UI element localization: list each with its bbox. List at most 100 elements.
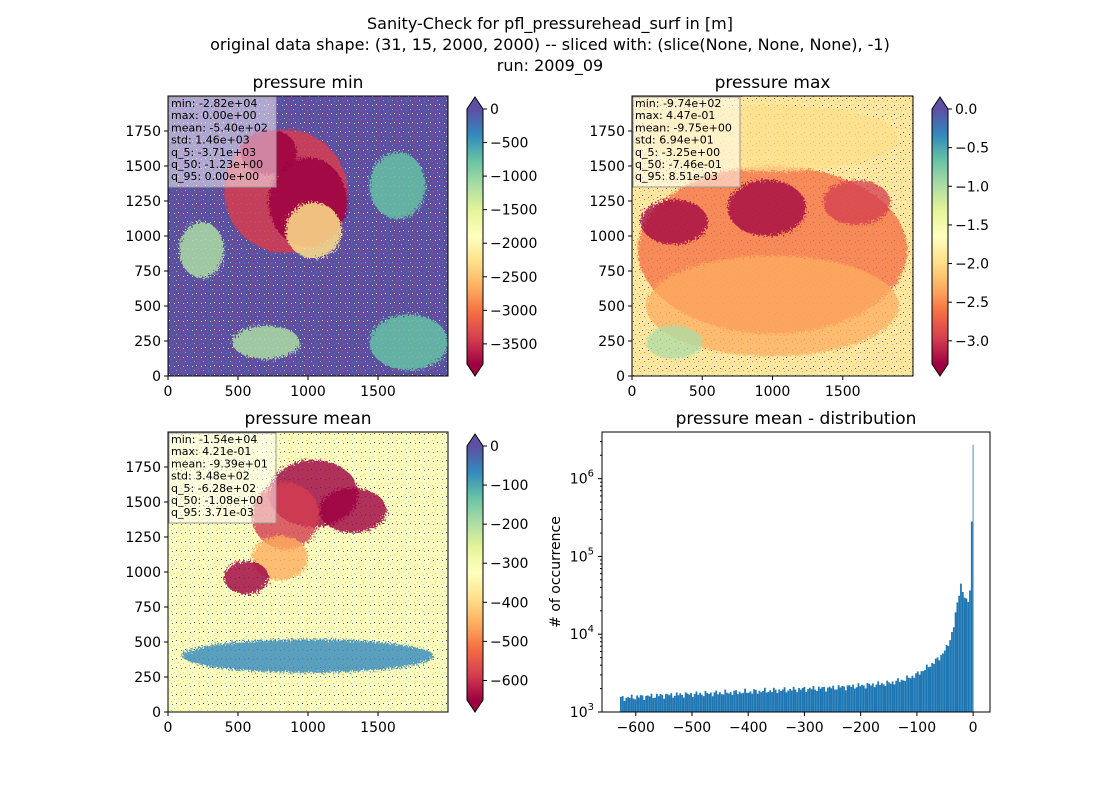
histogram-bar: [866, 683, 869, 712]
heatmap-cluster: [646, 255, 899, 357]
heatmap-cluster: [252, 535, 308, 581]
colorbar-tick-label: 0: [490, 102, 499, 118]
histogram-bar: [888, 682, 890, 712]
x-tick-label: 1000: [290, 720, 326, 736]
x-tick-label: 1500: [360, 720, 396, 736]
histogram-bar: [738, 691, 741, 712]
histogram-bar: [693, 694, 696, 712]
histogram-bar: [744, 688, 746, 712]
histogram-bar: [907, 677, 910, 712]
stats-box-background: [632, 96, 741, 188]
histogram-bar: [697, 694, 700, 712]
histogram-bar: [780, 690, 782, 712]
colorbar-tick-label: −2.5: [955, 295, 989, 311]
histogram-bar: [641, 695, 644, 712]
histogram-bar: [769, 690, 772, 712]
y-tick-label: 1750: [125, 124, 161, 140]
x-tick-label: 1500: [360, 384, 396, 400]
stats-line: q_5: -6.28e+02: [171, 482, 256, 495]
histogram-bar: [909, 678, 912, 712]
histogram-bar: [816, 691, 818, 712]
histogram-bar: [825, 691, 827, 712]
histogram-bar: [709, 692, 712, 712]
stats-line: q_5: -3.25e+00: [635, 146, 720, 159]
histogram-bar: [906, 675, 908, 712]
histogram-bar: [781, 689, 784, 712]
histogram-bar: [871, 683, 874, 712]
y-tick-label: 750: [598, 264, 625, 280]
stats-line: q_50: -1.23e+00: [171, 158, 263, 171]
histogram-bar: [742, 692, 745, 712]
histogram-bar: [794, 689, 797, 712]
x-tick-label: 1000: [755, 384, 791, 400]
heatmap-panel-1: pressure max 0 500 1000 1500 0 250 500 750 1000 12…: [589, 73, 914, 400]
histogram-bar: [821, 687, 824, 712]
histogram-bar: [760, 692, 763, 712]
histogram-bar: [704, 690, 707, 712]
colorbar-0: 0 −500 −1000 −1500 −2000 −2500 −3000 −3500: [466, 96, 537, 377]
histogram-bar: [688, 694, 691, 712]
x-tick-label: −500: [673, 720, 711, 736]
histogram-bar: [634, 699, 637, 712]
histogram-bar: [785, 692, 788, 712]
histogram-bar: [843, 686, 845, 712]
histogram-bar: [965, 598, 968, 712]
axes-title: pressure min: [253, 73, 364, 93]
histogram-bar: [934, 658, 937, 712]
histogram-bar: [805, 692, 808, 712]
x-tick-label: 0: [164, 384, 173, 400]
histogram-bar: [949, 640, 952, 712]
stats-line: std: 1.46e+03: [171, 134, 250, 147]
histogram-bar: [801, 688, 804, 712]
histogram-bar: [951, 632, 953, 712]
heatmap-cluster: [823, 180, 891, 225]
x-tick-label: 500: [689, 384, 716, 400]
heatmap-panel-0: pressure min 0 500 1000 1500 0 250 500 750 1000 12…: [125, 73, 449, 400]
histogram-bar: [931, 662, 934, 712]
x-tick-label: 0: [969, 720, 978, 736]
x-tick-label: 0: [164, 720, 173, 736]
histogram-bar: [706, 693, 709, 712]
histogram-bar: [790, 690, 793, 712]
colorbar-tick-label: −500: [490, 634, 528, 650]
y-tick-label: 250: [134, 670, 161, 686]
histogram-bar: [925, 664, 928, 712]
histogram-bar: [972, 444, 974, 712]
stats-line: q_50: -7.46e-01: [635, 158, 722, 171]
x-tick-label: 1000: [290, 384, 326, 400]
histogram-bar: [717, 694, 719, 712]
histogram-bar: [889, 683, 892, 712]
histogram-bar: [868, 683, 871, 712]
histogram-bar: [911, 675, 914, 712]
histogram-bar: [731, 695, 734, 712]
colorbar-2: 0 −100 −200 −300 −400 −500 −600: [466, 433, 528, 713]
colorbar-extend-bottom: [932, 364, 948, 376]
stats-line: max: 0.00e+00: [171, 109, 257, 122]
histogram-bar: [796, 692, 799, 712]
histogram-bar: [913, 677, 916, 712]
histogram-bar: [810, 689, 813, 712]
histogram-bar: [619, 696, 622, 712]
y-tick-label: 1000: [589, 229, 625, 245]
histogram-bar: [623, 701, 626, 712]
histogram-bar: [954, 612, 957, 712]
histogram-bar: [762, 691, 764, 712]
colorbar-tick-label: −400: [490, 595, 528, 611]
y-tick-label: 1250: [125, 194, 161, 210]
histogram-bar: [643, 699, 646, 712]
histogram-bar: [837, 685, 840, 712]
histogram-bar: [684, 692, 687, 712]
histogram-bar: [857, 683, 860, 712]
histogram-bar: [672, 697, 674, 712]
histogram-bar: [870, 685, 872, 712]
y-tick-label: 104: [570, 624, 594, 643]
y-tick-label: 250: [598, 334, 625, 350]
colorbar-gradient: [467, 446, 483, 700]
stats-line: q_95: 0.00e+00: [171, 170, 259, 183]
histogram-bar: [763, 687, 766, 712]
histogram-bar: [749, 691, 752, 712]
histogram-bar: [938, 660, 941, 712]
colorbar-tick-label: −2.0: [955, 257, 989, 273]
colorbar-extend-bottom: [467, 700, 483, 712]
